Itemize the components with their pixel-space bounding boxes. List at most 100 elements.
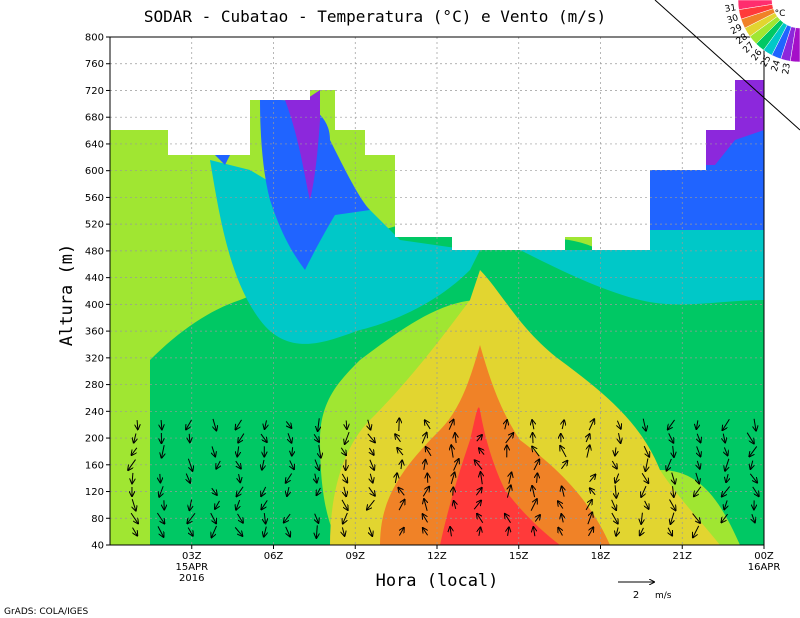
wind-vector [187,458,192,471]
x-tick-year: 2016 [179,573,204,584]
wind-vector [157,526,164,536]
y-axis-label: Altura (m) [57,244,77,346]
wind-vector [137,420,138,429]
wind-vector [561,514,563,523]
y-tick-label: 280 [85,380,104,391]
wind-vector [724,447,727,455]
wind-vector [535,515,540,522]
wind-vector [475,488,481,496]
wind-vector [213,418,216,430]
colorbar-segment [790,27,800,63]
wind-vector [210,512,216,523]
wind-vector [370,473,372,483]
wind-vector [161,419,162,429]
wind-vector [505,433,514,444]
vector-scale: 2 m/s [618,582,672,601]
wind-vector [399,528,403,536]
colorbar-label: 23 [781,62,793,75]
wind-vector [619,433,621,443]
colorbar-divider [654,0,800,131]
wind-vector [643,418,646,431]
wind-vector [670,512,673,524]
wind-vector [562,486,565,497]
y-tick-label: 600 [85,166,104,177]
wind-vector [238,433,245,443]
wind-vector [454,501,456,509]
wind-vector [290,460,294,469]
wind-vector [367,433,375,443]
scale-value: 2 [633,590,639,601]
wind-vector [611,512,618,524]
wind-vector [668,433,674,442]
wind-vector [264,512,265,523]
wind-vector [422,487,429,497]
x-tick-date: 16APR [748,562,781,573]
wind-vector [284,513,291,522]
colorbar-unit: °C [775,9,786,19]
y-tick-label: 680 [85,113,104,124]
wind-vector [187,512,196,523]
wind-vector [669,499,675,511]
band-cyan [210,160,764,344]
x-tick-label: 12Z [427,551,447,562]
wind-vector [752,513,755,522]
wind-vector [724,500,727,509]
wind-vector [615,447,616,455]
wind-vector [315,513,319,523]
wind-vector [694,486,702,497]
wind-vector [162,445,165,458]
wind-vector [451,445,453,458]
wind-vector [588,419,594,431]
wind-vector [672,472,675,484]
wind-vector [236,419,242,430]
wind-vector [673,445,674,457]
wind-vector [315,473,317,483]
y-tick-label: 800 [85,33,104,44]
wind-vector [530,499,537,511]
wind-vector [395,434,401,443]
wind-vector [697,460,699,469]
y-tick-label: 240 [85,407,104,418]
colorbar-label: 24 [770,59,783,73]
wind-vector [369,447,373,455]
wind-vector [693,525,700,537]
y-tick-label: 760 [85,59,104,70]
wind-vector [615,485,616,497]
wind-vector [560,446,567,458]
y-tick-label: 40 [91,541,104,552]
wind-vector [558,528,562,536]
wind-vector [668,419,675,429]
wind-vector [752,486,759,496]
wind-vector [726,474,728,482]
band-blue-3 [215,155,230,165]
y-axis: 40 80 120 160 200 240 280 320 360 400 440 480 520 560… [85,33,110,552]
band-blue-1 [260,100,370,270]
wind-vector [132,499,136,510]
wind-vector [369,527,372,536]
y-tick-label: 360 [85,327,104,338]
wind-vector [285,421,291,428]
colorbar-label: 31 [724,3,737,15]
y-tick-label: 520 [85,220,104,231]
wind-vector [453,487,454,496]
x-tick-label: 03Z [182,551,202,562]
band-orange [380,345,610,545]
wind-vector [723,433,725,443]
wind-vector [292,447,293,455]
wind-vector [212,525,217,537]
wind-vector [696,420,697,429]
credit-text: GrADS: COLA/IGES [4,607,88,617]
band-green-left [161,360,210,545]
wind-vector [453,459,459,471]
wind-vector [532,486,534,498]
grid [110,37,764,545]
wind-vector [751,460,753,469]
chart-title: SODAR - Cubatao - Temperatura (°C) e Ven… [144,7,606,26]
wind-vector [455,433,456,444]
y-tick-label: 80 [91,514,104,525]
wind-vector [236,499,240,510]
wind-vector [585,500,592,511]
wind-vector [589,475,596,483]
wind-vector [237,513,243,523]
